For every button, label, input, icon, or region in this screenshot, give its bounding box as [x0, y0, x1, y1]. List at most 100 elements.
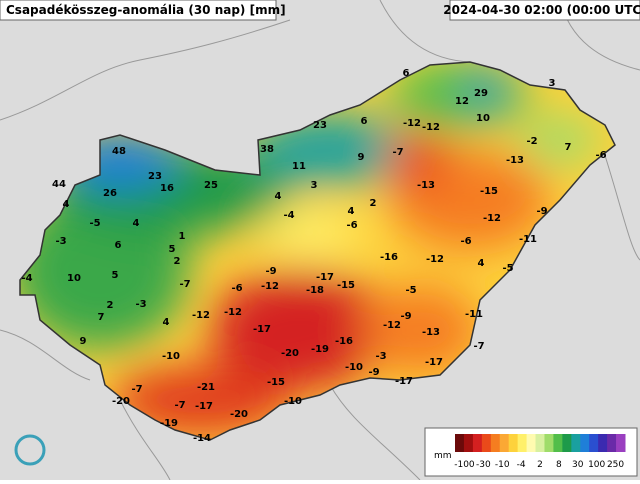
- anomaly-label: -21: [197, 382, 215, 393]
- legend-swatch: [490, 434, 501, 452]
- anomaly-label: -17: [195, 401, 213, 412]
- anomaly-label: -19: [160, 418, 178, 429]
- anomaly-label: 6: [115, 240, 122, 251]
- anomaly-label: -17: [316, 272, 334, 283]
- anomaly-label: -13: [417, 180, 435, 191]
- anomaly-label: -15: [337, 280, 355, 291]
- anomaly-label: 3: [549, 78, 556, 89]
- anomaly-label: -17: [395, 376, 413, 387]
- legend-swatch: [455, 434, 465, 452]
- anomaly-label: -9: [368, 367, 379, 378]
- legend-tick-label: 30: [572, 460, 584, 470]
- anomaly-label: -12: [224, 307, 242, 318]
- legend-tick-label: -30: [476, 460, 491, 470]
- legend-unit: mm: [434, 451, 452, 461]
- anomaly-label: 44: [52, 179, 66, 190]
- anomaly-label: 11: [292, 161, 306, 172]
- anomaly-label: -12: [422, 122, 440, 133]
- legend-swatch: [571, 434, 581, 452]
- anomaly-label: -12: [192, 310, 210, 321]
- anomaly-label: 6: [403, 68, 410, 79]
- anomaly-label: -7: [179, 279, 190, 290]
- anomaly-label: -12: [426, 254, 444, 265]
- legend-tick-label: 100: [588, 460, 605, 470]
- anomaly-label: -15: [267, 377, 285, 388]
- anomaly-label: -13: [506, 155, 524, 166]
- anomaly-label: 4: [133, 218, 140, 229]
- legend-swatch: [508, 434, 519, 452]
- anomaly-label: 26: [103, 188, 117, 199]
- anomaly-label: 6: [361, 116, 368, 127]
- anomaly-label: -16: [380, 252, 398, 263]
- legend-swatch: [535, 434, 545, 452]
- legend-swatch: [598, 434, 608, 452]
- anomaly-label: 7: [565, 142, 572, 153]
- anomaly-label: -7: [392, 147, 403, 158]
- anomaly-label: -5: [405, 285, 416, 296]
- anomaly-label: 23: [313, 120, 327, 131]
- anomaly-label: 4: [63, 199, 70, 210]
- anomaly-label: 7: [98, 312, 105, 323]
- anomaly-label: -7: [131, 384, 142, 395]
- anomaly-label: 5: [169, 244, 176, 255]
- legend-tick-label: 2: [537, 460, 543, 470]
- anomaly-label: -4: [283, 210, 294, 221]
- anomaly-label: 2: [174, 256, 181, 267]
- anomaly-label: 9: [358, 152, 365, 163]
- anomaly-label: 38: [260, 144, 274, 155]
- legend-tick-label: -100: [454, 460, 475, 470]
- anomaly-label: -3: [55, 236, 66, 247]
- anomaly-label: -2: [526, 136, 537, 147]
- title: Csapadékösszeg-anomália (30 nap) [mm]: [6, 3, 286, 17]
- anomaly-label: 4: [478, 258, 485, 269]
- timestamp: 2024-04-30 02:00 (00:00 UTC): [443, 3, 640, 17]
- anomaly-label: -18: [306, 285, 324, 296]
- anomaly-label: 2: [107, 300, 114, 311]
- legend-swatch: [526, 434, 537, 452]
- legend-swatch: [481, 434, 492, 452]
- anomaly-label: -7: [473, 341, 484, 352]
- legend-swatch: [580, 434, 590, 452]
- anomaly-label: 16: [160, 183, 174, 194]
- anomaly-label: 23: [148, 171, 162, 182]
- anomaly-label: -16: [335, 336, 353, 347]
- anomaly-label: 10: [67, 273, 81, 284]
- anomaly-label: 4: [348, 206, 355, 217]
- anomaly-label: -9: [536, 206, 547, 217]
- anomaly-label: -9: [400, 311, 411, 322]
- anomaly-label: 48: [112, 146, 126, 157]
- anomaly-label: -5: [502, 263, 513, 274]
- anomaly-label: -11: [465, 309, 483, 320]
- legend-swatch: [562, 434, 572, 452]
- anomaly-label: -10: [162, 351, 180, 362]
- legend-swatch: [616, 434, 626, 452]
- legend-swatch: [499, 434, 510, 452]
- anomaly-label: -19: [311, 344, 329, 355]
- anomaly-label: -12: [261, 281, 279, 292]
- anomaly-label: -10: [284, 396, 302, 407]
- anomaly-label: -20: [112, 396, 130, 407]
- anomaly-label: 29: [474, 88, 488, 99]
- anomaly-label: -20: [281, 348, 299, 359]
- anomaly-label: -12: [483, 213, 501, 224]
- legend-swatch: [589, 434, 599, 452]
- legend-tick-label: -4: [517, 460, 526, 470]
- legend-swatch: [544, 434, 554, 452]
- anomaly-label: -11: [519, 234, 537, 245]
- legend-swatch: [472, 434, 483, 452]
- anomaly-label: 25: [204, 180, 218, 191]
- anomaly-label: 12: [455, 96, 469, 107]
- legend-swatch: [517, 434, 528, 452]
- anomaly-label: -9: [265, 266, 276, 277]
- anomaly-label: -4: [21, 273, 32, 284]
- anomaly-label: 9: [80, 336, 87, 347]
- anomaly-label: 4: [275, 191, 282, 202]
- anomaly-label: -17: [425, 357, 443, 368]
- anomaly-label: -14: [193, 433, 211, 444]
- anomaly-label: 10: [476, 113, 490, 124]
- anomaly-label: -6: [460, 236, 471, 247]
- anomaly-label: -10: [345, 362, 363, 373]
